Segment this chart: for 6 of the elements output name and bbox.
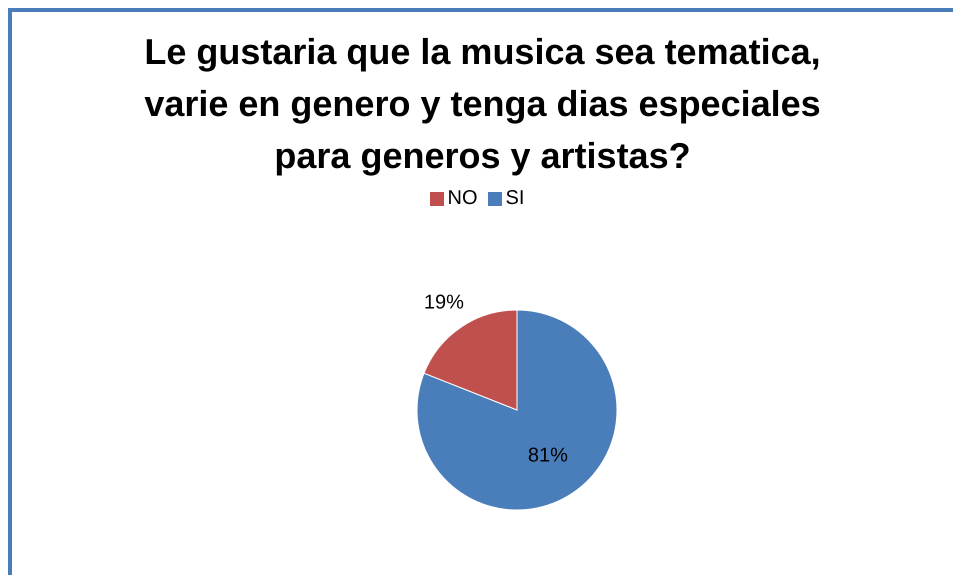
pie-slice	[416, 310, 618, 510]
data-label: 81%	[528, 444, 568, 466]
legend-label: NO	[448, 187, 478, 209]
legend-label: SI	[506, 187, 524, 209]
data-label: 19%	[424, 291, 464, 314]
chart-title: Le gustaria que la musica sea tematica, varie en genero y tenga dias especiales para generos y artistas?	[143, 30, 822, 178]
